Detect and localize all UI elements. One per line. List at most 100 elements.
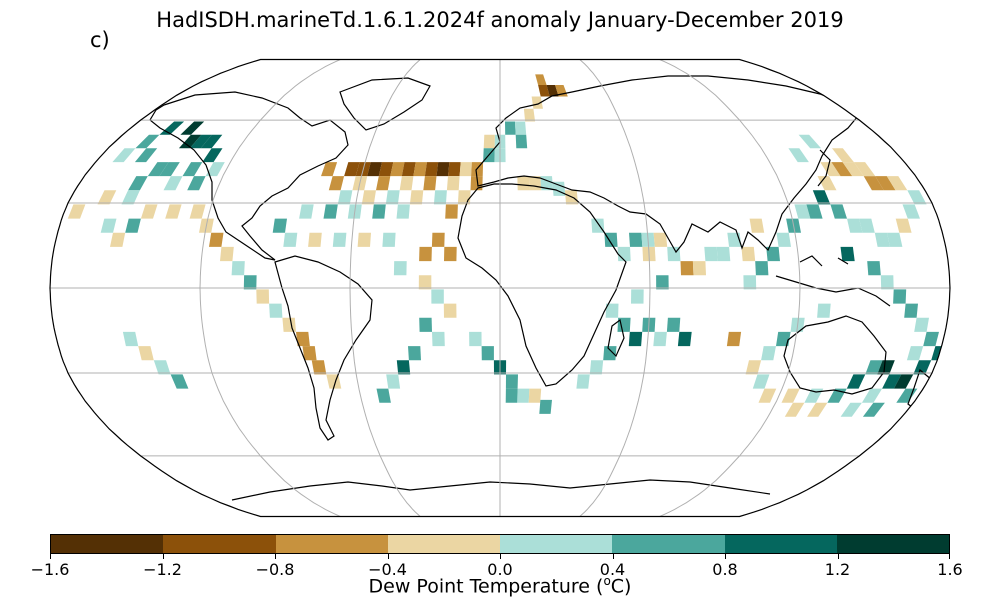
- anomaly-cell: [457, 190, 471, 205]
- anomaly-cell: [535, 74, 547, 85]
- anomaly-cell: [653, 331, 667, 347]
- colorbar-tick-label: 0.8: [712, 560, 738, 579]
- anomaly-cell: [97, 190, 117, 205]
- anomaly-cell: [631, 289, 644, 304]
- anomaly-cell: [830, 204, 847, 219]
- anomaly-cell: [121, 190, 140, 205]
- anomaly-cell: [605, 303, 619, 318]
- anomaly-cell: [749, 218, 765, 233]
- graticule-meridian: [199, 59, 341, 517]
- graticule-meridian: [349, 59, 421, 517]
- anomaly-cell: [481, 346, 494, 361]
- anomaly-cell: [538, 85, 550, 97]
- anomaly-cell: [431, 289, 444, 304]
- anomaly-cell: [704, 246, 718, 262]
- anomaly-cell: [893, 374, 914, 389]
- anomaly-cell: [187, 176, 206, 191]
- colorbar-tick: [162, 554, 164, 559]
- coastline-africa: [457, 183, 627, 387]
- colorbar: [50, 534, 950, 554]
- anomaly-cell: [887, 232, 903, 247]
- anomaly-cell: [743, 275, 757, 290]
- anomaly-cell: [444, 246, 457, 262]
- colorbar-label: Dew Point Temperature (oC): [0, 574, 1000, 597]
- anomaly-cell: [617, 246, 631, 262]
- anomaly-cell: [576, 374, 590, 389]
- anomaly-cell: [209, 232, 224, 247]
- anomaly-cell: [798, 134, 822, 149]
- colorbar-label-prefix: Dew Point Temperature (: [368, 575, 604, 598]
- anomaly-cell: [515, 121, 527, 135]
- anomaly-cell: [546, 85, 559, 97]
- anomaly-cell: [443, 303, 457, 318]
- coastlines: [149, 75, 933, 501]
- anomaly-cell: [523, 108, 536, 122]
- anomaly-cell: [189, 134, 212, 149]
- anomaly-cell: [100, 218, 117, 233]
- anomaly-cell: [653, 232, 668, 247]
- anomaly-cell: [128, 176, 148, 191]
- anomaly-cell: [817, 303, 831, 318]
- anomaly-cell: [159, 162, 180, 177]
- colorbar-label-suffix: C): [610, 575, 632, 598]
- anomaly-cell: [666, 317, 681, 332]
- anomaly-cell: [517, 388, 530, 403]
- anomaly-cell: [138, 346, 154, 361]
- anomaly-cell: [761, 346, 776, 361]
- coastline-greenland: [339, 77, 431, 131]
- anomaly-cell: [913, 360, 932, 375]
- anomaly-cell: [591, 218, 605, 233]
- anomaly-cell: [419, 317, 432, 332]
- anomaly-cell: [220, 246, 234, 262]
- anomaly-cell: [419, 246, 432, 262]
- anomaly-cell: [308, 232, 322, 247]
- colorbar-tick: [837, 554, 839, 559]
- anomaly-cell: [445, 204, 458, 219]
- anomaly-cell: [904, 303, 918, 318]
- anomaly-cell: [896, 388, 918, 403]
- anomaly-cell: [629, 232, 643, 247]
- anomaly-cell: [382, 232, 396, 247]
- anomaly-cell: [178, 134, 202, 149]
- anomaly-cell: [875, 176, 896, 191]
- anomaly-cell: [396, 204, 410, 219]
- anomaly-cell: [431, 232, 445, 247]
- anomaly-cell: [424, 162, 439, 177]
- anomaly-cell: [432, 331, 445, 347]
- anomaly-cell: [807, 402, 828, 417]
- colorbar-tick-label: 1.2: [824, 560, 851, 579]
- anomaly-cell: [656, 275, 669, 290]
- anomaly-cell: [326, 374, 342, 389]
- anomaly-cell: [906, 346, 924, 361]
- map-title: HadISDH.marineTd.1.6.1.2024f anomaly Jan…: [156, 8, 844, 32]
- anomaly-cell: [726, 331, 742, 347]
- anomaly-cell: [110, 232, 126, 247]
- coastline-indonesia: [775, 255, 891, 307]
- anomaly-cell: [680, 261, 694, 276]
- anomaly-cell: [776, 232, 791, 247]
- anomaly-cell: [788, 148, 809, 163]
- anomaly-cell: [401, 162, 416, 177]
- anomaly-cell: [604, 232, 618, 247]
- anomaly-cell: [907, 190, 927, 205]
- anomaly-cell: [283, 232, 298, 247]
- anomaly-cell: [165, 204, 182, 219]
- anomaly-cell: [886, 176, 908, 191]
- anomaly-cell: [817, 176, 837, 191]
- anomaly-cell: [893, 289, 907, 304]
- anomaly-cell: [396, 360, 411, 375]
- anomaly-cell: [874, 232, 890, 247]
- anomaly-cell: [877, 360, 895, 375]
- coastline-north-america: [149, 91, 349, 261]
- anomaly-cell: [853, 162, 876, 177]
- colorbar-tick-label: −0.4: [368, 560, 407, 579]
- anomaly-cell: [459, 162, 472, 177]
- anomaly-cell: [125, 218, 141, 233]
- anomaly-cell: [367, 162, 382, 177]
- anomaly-cell: [372, 204, 386, 219]
- anomaly-cell: [820, 162, 841, 177]
- anomaly-cell: [505, 121, 516, 135]
- anomaly-cell: [170, 374, 189, 389]
- anomaly-cell: [515, 134, 528, 149]
- anomaly-cell: [745, 360, 762, 375]
